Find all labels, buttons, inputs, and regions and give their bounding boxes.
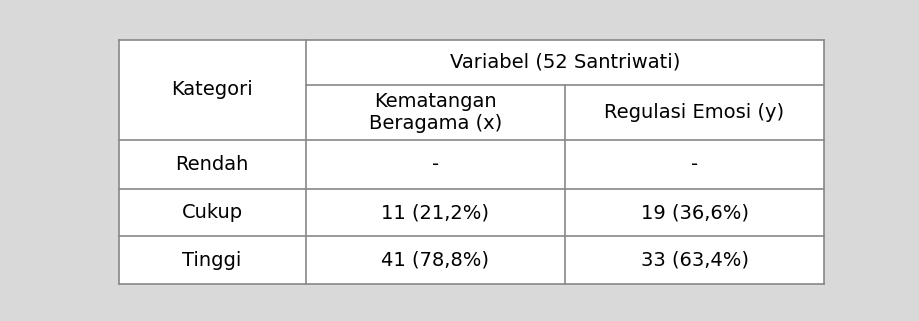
Text: -: - — [431, 155, 438, 174]
Text: Variabel (52 Santriwati): Variabel (52 Santriwati) — [449, 53, 679, 72]
Text: 41 (78,8%): 41 (78,8%) — [380, 251, 489, 270]
Text: Kematangan
Beragama (x): Kematangan Beragama (x) — [369, 92, 501, 133]
Text: 11 (21,2%): 11 (21,2%) — [380, 203, 489, 222]
Text: Rendah: Rendah — [176, 155, 248, 174]
Text: 19 (36,6%): 19 (36,6%) — [640, 203, 748, 222]
Text: -: - — [690, 155, 698, 174]
Text: 33 (63,4%): 33 (63,4%) — [640, 251, 748, 270]
Text: Regulasi Emosi (y): Regulasi Emosi (y) — [604, 103, 784, 122]
Text: Tinggi: Tinggi — [182, 251, 242, 270]
Text: Cukup: Cukup — [181, 203, 243, 222]
Text: Kategori: Kategori — [171, 81, 253, 100]
